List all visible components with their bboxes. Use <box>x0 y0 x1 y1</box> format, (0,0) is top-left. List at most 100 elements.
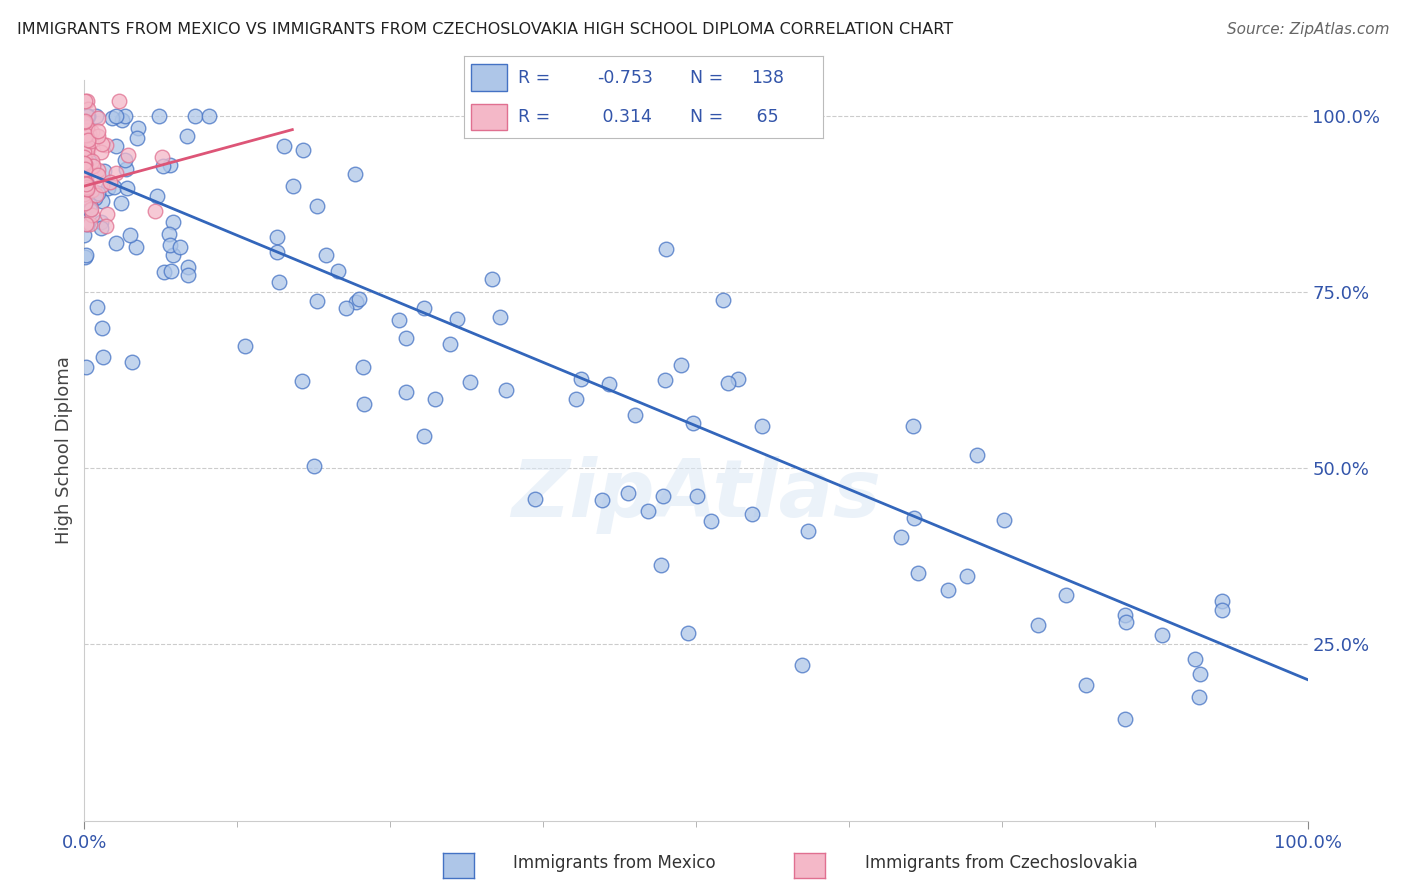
Point <box>75 180 97 194</box>
Point <box>73 140 96 154</box>
Point <box>111 113 134 128</box>
Point <box>495 383 517 397</box>
Point <box>159 237 181 252</box>
Point <box>569 372 592 386</box>
Point <box>73 127 96 141</box>
Point <box>177 268 200 282</box>
Point <box>90 215 112 229</box>
Point <box>637 503 659 517</box>
Point <box>73 183 96 197</box>
Point <box>1115 615 1137 629</box>
Point <box>96 207 118 221</box>
Point <box>80 134 103 148</box>
Point <box>90 145 112 159</box>
Point <box>73 158 96 172</box>
Point <box>114 153 136 167</box>
Point <box>150 150 173 164</box>
Point <box>291 143 314 157</box>
Point <box>439 337 461 351</box>
Point <box>91 350 114 364</box>
Point <box>73 113 96 128</box>
Point <box>145 188 167 202</box>
Point <box>115 162 138 177</box>
Point <box>1188 690 1211 704</box>
Bar <box>471 103 508 130</box>
Point <box>73 250 96 264</box>
Point <box>266 245 288 260</box>
Point <box>73 187 96 202</box>
Point <box>1211 594 1233 608</box>
Point <box>353 397 375 411</box>
Point <box>80 183 103 197</box>
Point <box>73 190 96 204</box>
Point <box>523 491 546 506</box>
Point <box>79 217 101 231</box>
Point <box>76 142 98 156</box>
Point <box>413 429 436 443</box>
Point <box>76 109 98 123</box>
Point <box>446 312 468 326</box>
Point <box>169 240 191 254</box>
Point <box>91 136 114 151</box>
Text: -0.753: -0.753 <box>596 69 652 87</box>
Point <box>598 377 620 392</box>
Point <box>157 227 180 242</box>
Text: ZipAtlas: ZipAtlas <box>510 456 882 534</box>
Point <box>903 419 925 434</box>
Point <box>152 160 174 174</box>
Text: 138: 138 <box>751 69 783 87</box>
Point <box>160 264 183 278</box>
Point <box>77 129 100 144</box>
Point <box>1189 667 1212 681</box>
Point <box>936 582 959 597</box>
Point <box>86 169 108 183</box>
Point <box>993 512 1015 526</box>
Point <box>97 181 120 195</box>
Point <box>654 373 676 387</box>
Point <box>143 204 166 219</box>
Point <box>711 293 734 308</box>
Bar <box>471 64 508 91</box>
Point <box>966 449 988 463</box>
Point <box>76 217 98 231</box>
Point <box>73 166 96 180</box>
Y-axis label: High School Diploma: High School Diploma <box>55 357 73 544</box>
Point <box>347 292 370 306</box>
Point <box>790 657 813 672</box>
Point <box>75 168 97 182</box>
Point <box>152 265 174 279</box>
Point <box>73 200 96 214</box>
Point <box>489 310 512 325</box>
Point <box>77 109 100 123</box>
Text: R =: R = <box>517 69 550 87</box>
Point <box>233 338 256 352</box>
Point <box>266 230 288 244</box>
Point <box>727 372 749 386</box>
Point <box>162 215 184 229</box>
Point <box>177 260 200 274</box>
Point <box>80 208 103 222</box>
Text: Source: ZipAtlas.com: Source: ZipAtlas.com <box>1226 22 1389 37</box>
Point <box>77 127 100 141</box>
Point <box>162 248 184 262</box>
Point <box>73 165 96 179</box>
Point <box>77 109 100 123</box>
Point <box>107 95 129 109</box>
Point <box>344 295 367 310</box>
Point <box>105 166 128 180</box>
Point <box>395 331 418 345</box>
Text: IMMIGRANTS FROM MEXICO VS IMMIGRANTS FROM CZECHOSLOVAKIA HIGH SCHOOL DIPLOMA COR: IMMIGRANTS FROM MEXICO VS IMMIGRANTS FRO… <box>17 22 953 37</box>
Point <box>73 115 96 129</box>
Point <box>110 196 132 211</box>
Point <box>79 154 101 169</box>
Point <box>79 202 101 216</box>
Text: R =: R = <box>517 108 550 126</box>
Point <box>73 157 96 171</box>
Point <box>458 375 481 389</box>
Point <box>101 112 124 126</box>
Point <box>751 419 773 434</box>
Point <box>76 102 98 116</box>
Point <box>1054 588 1077 602</box>
Point <box>651 489 673 503</box>
Point <box>315 248 337 262</box>
